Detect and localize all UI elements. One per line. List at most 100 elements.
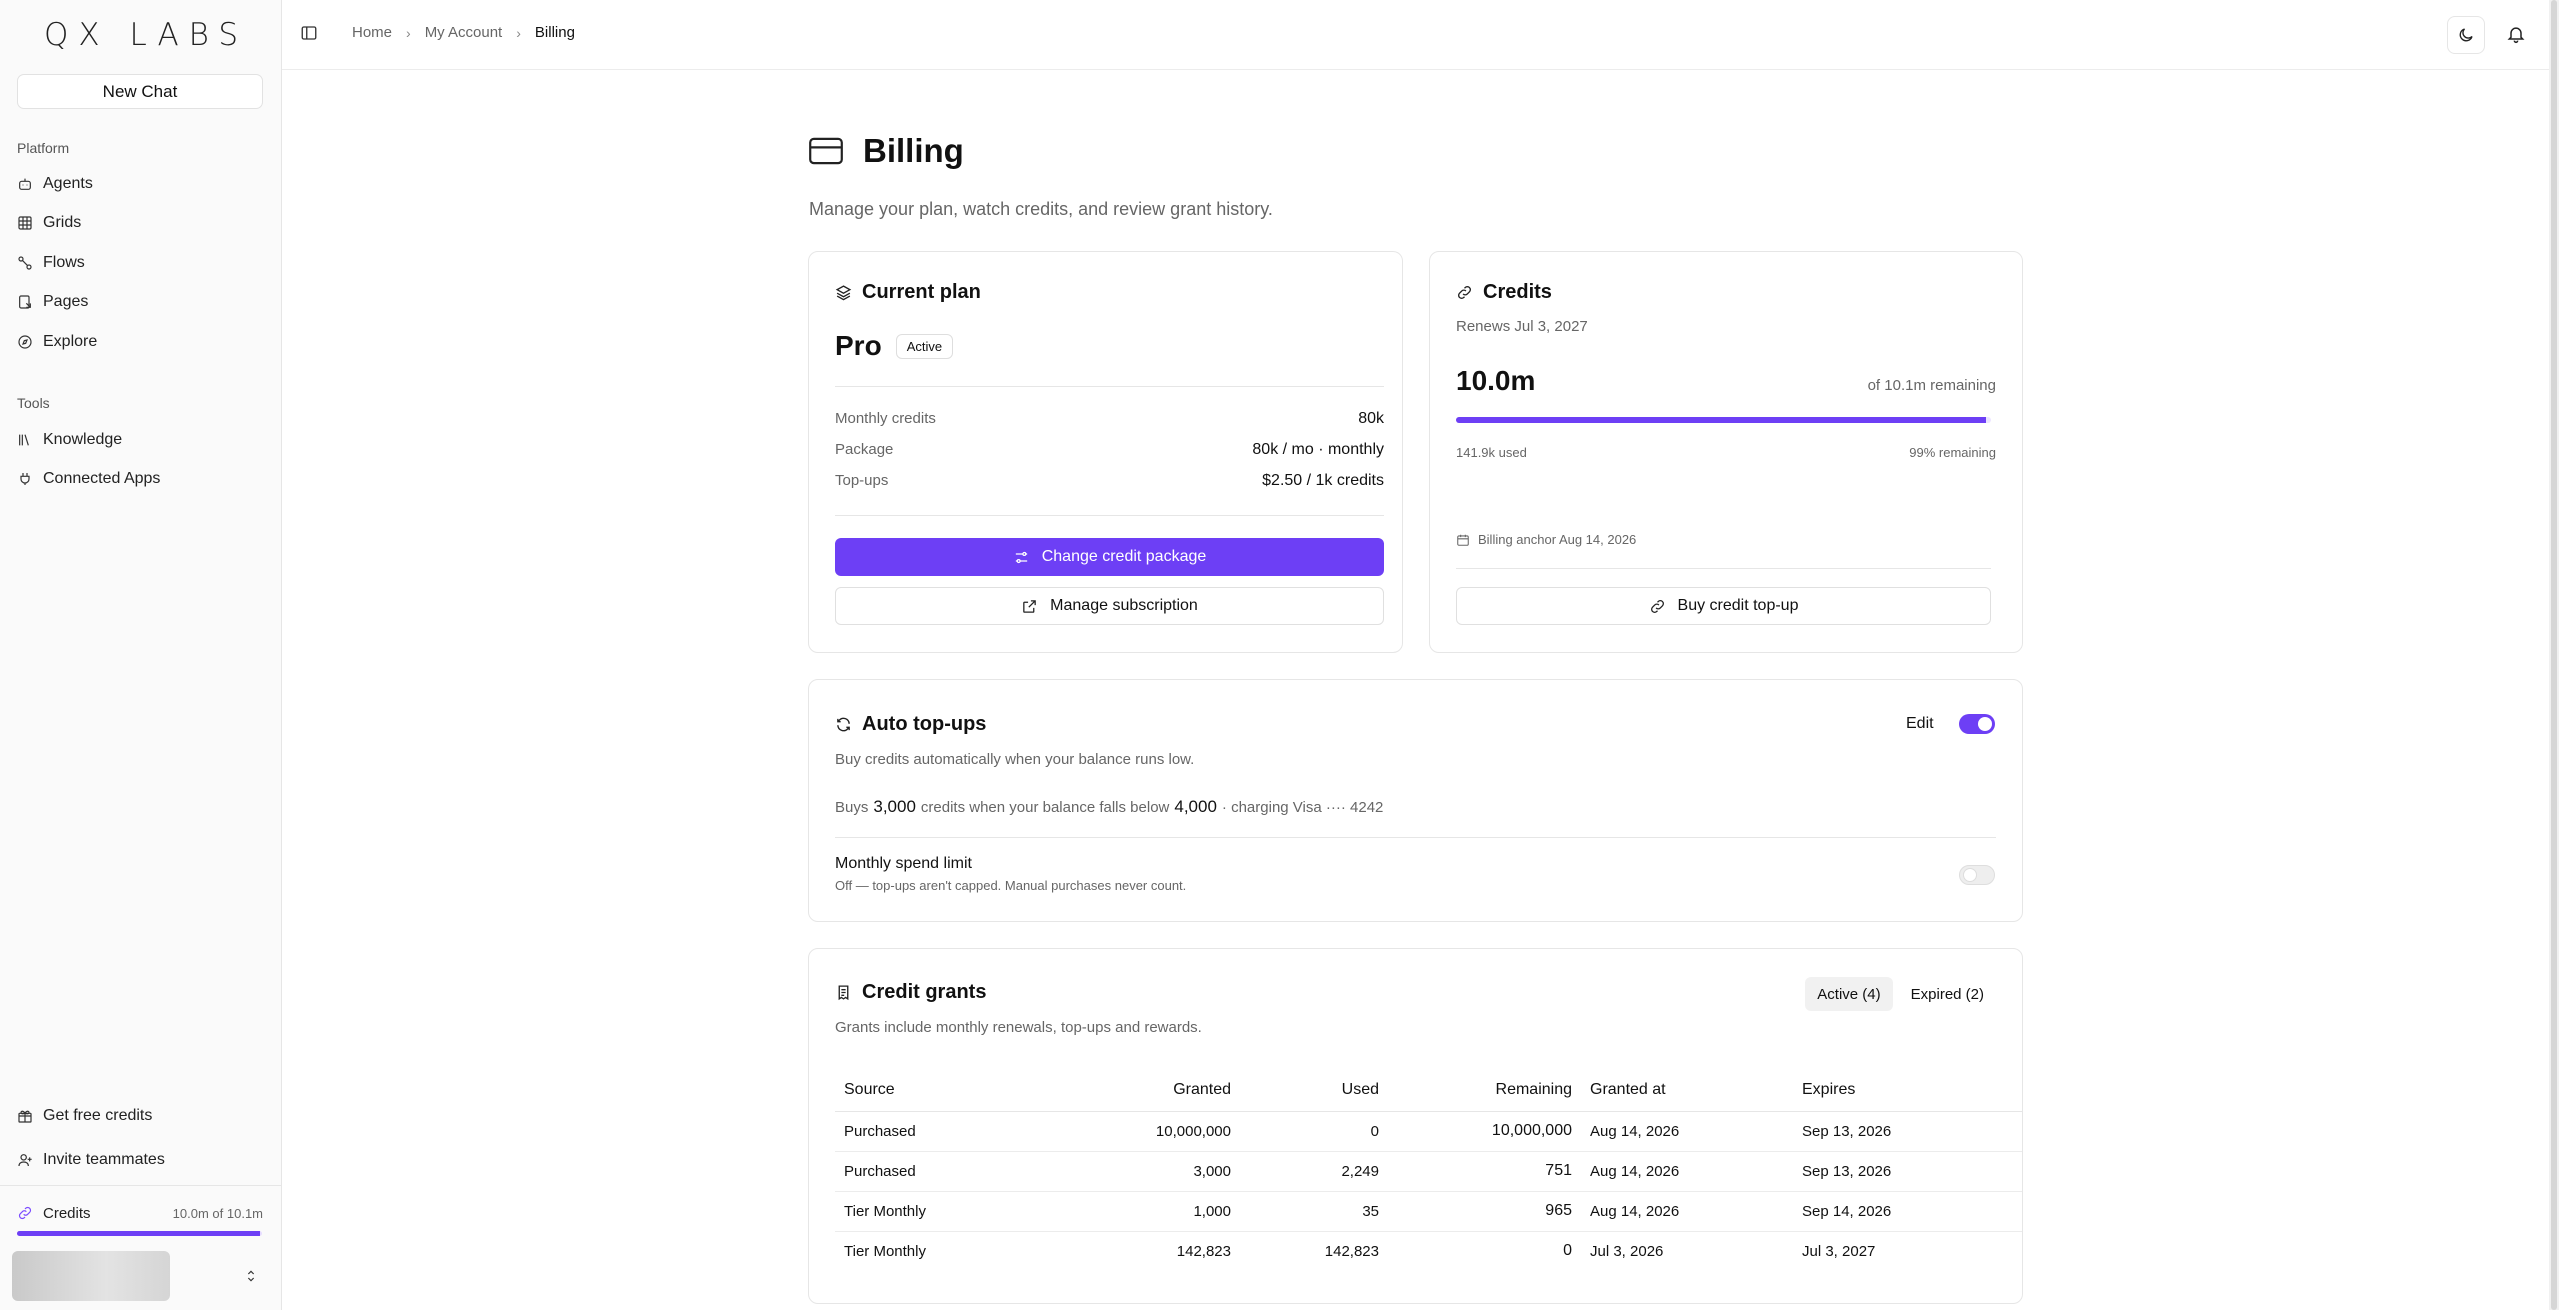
plan-name: Pro [835, 330, 882, 361]
sidebar-item-label: Get free credits [43, 1107, 153, 1124]
manage-subscription-label: Manage subscription [1050, 597, 1198, 614]
external-link-icon [1023, 599, 1036, 613]
table-row: Purchased 10,000,000 0 10,000,000 Aug 14… [835, 1111, 2022, 1152]
status-badge: Active [895, 333, 954, 359]
plan-row-key: Monthly credits [835, 410, 936, 427]
chevrons-up-down-icon [247, 1270, 255, 1282]
sidebar-credits-label: Credits [43, 1204, 91, 1222]
current-plan-card: Current plan Pro Active Monthly credits … [808, 251, 1403, 653]
sidebar-item-label: Knowledge [43, 431, 123, 448]
column-header: Remaining [1388, 1069, 1581, 1112]
cell-granted: 1,000 [1025, 1191, 1240, 1232]
plan-row-package: Package 80k / mo · monthly [835, 441, 1384, 459]
cell-expires: Sep 14, 2026 [1793, 1191, 2022, 1232]
plan-row-monthly-credits: Monthly credits 80k [835, 410, 1384, 428]
cell-used: 2,249 [1240, 1151, 1388, 1192]
user-plus-icon [18, 1154, 32, 1167]
cell-granted-at: Aug 14, 2026 [1581, 1151, 1793, 1192]
column-header: Expires [1793, 1069, 2022, 1112]
sidebar-toggle-icon [301, 26, 317, 40]
sidebar-divider [0, 1185, 282, 1186]
get-free-credits-link[interactable]: Get free credits [17, 1101, 152, 1131]
layers-icon [835, 285, 852, 301]
grants-tabs: Active (4) Expired (2) [1805, 977, 1996, 1011]
column-header: Granted [1025, 1069, 1240, 1112]
buy-credit-top-up-label: Buy credit top-up [1677, 597, 1799, 614]
page-scrollbar[interactable] [2549, 0, 2559, 1310]
library-icon [19, 434, 29, 446]
notifications-button[interactable] [2506, 24, 2526, 44]
link-icon [1650, 599, 1664, 613]
current-plan-title: Current plan [835, 281, 981, 304]
sidebar-item-pages[interactable]: Pages [17, 287, 88, 317]
logo[interactable]: QX LABS [44, 17, 248, 53]
credits-title: Credits [1456, 281, 1552, 304]
page-title: Billing [863, 132, 964, 169]
sidebar-credits[interactable]: Credits 10.0m of 10.1m [17, 1199, 263, 1227]
plan-row-value: 80k / mo · monthly [1252, 441, 1384, 458]
page-subtitle: Manage your plan, watch credits, and rev… [809, 199, 1273, 219]
user-menu[interactable] [12, 1250, 267, 1302]
cell-source: Purchased [835, 1111, 1025, 1152]
cell-remaining: 751 [1388, 1151, 1581, 1192]
rule-threshold: 4,000 [1174, 797, 1217, 816]
sidebar-item-flows[interactable]: Flows [17, 248, 85, 278]
gift-icon [18, 1110, 32, 1123]
breadcrumb-my-account[interactable]: My Account [424, 24, 503, 41]
plan-row-top-ups: Top-ups $2.50 / 1k credits [835, 472, 1384, 490]
sidebar-item-label: Pages [43, 293, 89, 310]
sidebar-item-label: Flows [43, 254, 85, 271]
refresh-icon [837, 717, 850, 732]
divider [835, 386, 1384, 387]
divider [1456, 568, 1991, 569]
change-credit-package-label: Change credit package [1041, 548, 1207, 565]
sidebar-item-agents[interactable]: Agents [17, 169, 93, 199]
platform-section-label: Platform [17, 140, 70, 156]
credits-progress-bar [1456, 417, 1991, 423]
theme-toggle-button[interactable] [2447, 16, 2485, 54]
sidebar-credits-value: 10.0m of 10.1m [172, 1205, 263, 1221]
sidebar-item-connected-apps[interactable]: Connected Apps [17, 464, 160, 494]
tab-active[interactable]: Active (4) [1805, 977, 1893, 1011]
sliders-icon [1015, 551, 1027, 563]
auto-topups-toggle[interactable] [1959, 714, 1995, 734]
receipt-icon [838, 985, 849, 1001]
cell-expires: Sep 13, 2026 [1793, 1111, 2022, 1152]
page-header: Billing [809, 132, 964, 170]
auto-topups-description: Buy credits automatically when your bala… [835, 751, 1195, 768]
cell-granted: 3,000 [1025, 1151, 1240, 1192]
tab-expired[interactable]: Expired (2) [1910, 985, 1984, 1003]
scrollbar-thumb[interactable] [2551, 0, 2557, 1310]
tools-section-label: Tools [17, 395, 50, 411]
cell-granted: 142,823 [1176, 1242, 1231, 1260]
chevron-right-icon: › [406, 24, 411, 41]
chevron-right-icon: › [516, 24, 521, 41]
sidebar-item-grids[interactable]: Grids [17, 208, 81, 238]
sidebar-item-knowledge[interactable]: Knowledge [17, 425, 122, 455]
cell-used: 142,823 [1324, 1242, 1379, 1260]
auto-topups-rule: Buys 3,000 credits when your balance fal… [835, 797, 1383, 817]
buy-credit-top-up-button[interactable]: Buy credit top-up [1456, 587, 1991, 625]
cell-granted: 10,000,000 [1025, 1111, 1240, 1152]
toggle-sidebar-button[interactable] [300, 24, 320, 44]
pages-icon [19, 295, 31, 309]
credits-title-text: Credits [1483, 281, 1552, 303]
avatar [12, 1251, 170, 1301]
invite-teammates-link[interactable]: Invite teammates [17, 1145, 165, 1175]
monthly-spend-limit-toggle[interactable] [1959, 865, 1995, 885]
new-chat-button[interactable]: New Chat [17, 74, 263, 109]
breadcrumb-billing: Billing [534, 24, 575, 41]
sidebar-item-explore[interactable]: Explore [17, 327, 97, 357]
sidebar-credits-bar-fill [17, 1231, 260, 1236]
edit-auto-topups-button[interactable]: Edit [1906, 715, 1934, 732]
credits-of-remaining: of 10.1m remaining [1867, 377, 1996, 394]
sidebar-item-label: Agents [43, 175, 93, 192]
manage-subscription-button[interactable]: Manage subscription [835, 587, 1384, 625]
breadcrumb-home[interactable]: Home [352, 24, 393, 41]
cell-used: 0 [1240, 1111, 1388, 1152]
breadcrumb: Home › My Account › Billing [352, 24, 575, 41]
toggle-knob [1963, 868, 1977, 882]
cell-remaining: 10,000,000 [1388, 1111, 1581, 1152]
divider [835, 837, 1996, 838]
change-credit-package-button[interactable]: Change credit package [835, 538, 1384, 576]
